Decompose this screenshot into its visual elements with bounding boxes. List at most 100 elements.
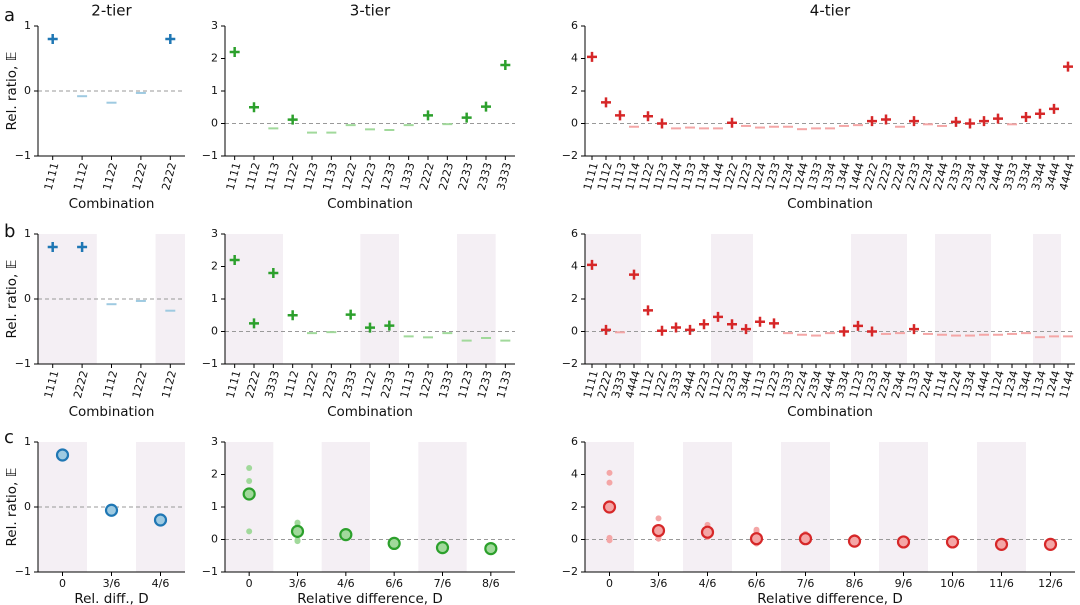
x-tick-label: 0 — [606, 577, 613, 590]
y-tick-label: 4 — [571, 52, 578, 65]
plus-marker — [601, 97, 611, 108]
mean-marker — [700, 525, 715, 539]
x-tick-label: 1112 — [282, 369, 302, 399]
x-tick-label: 0 — [246, 577, 253, 590]
y-tick-label: 0 — [571, 117, 578, 130]
mean-marker — [994, 537, 1009, 551]
x-tick-label: 1133 — [320, 161, 340, 191]
plus-marker — [461, 112, 472, 123]
plus-marker — [769, 318, 779, 329]
y-tick-label: 6 — [571, 19, 578, 32]
x-tick-label: 6/6 — [385, 577, 403, 590]
x-axis-label: Combination — [327, 404, 413, 420]
plus-marker — [587, 259, 597, 270]
y-tick-label: 1 — [24, 435, 31, 448]
mean-marker — [153, 513, 168, 527]
x-tick-label: 2223 — [436, 161, 456, 191]
x-tick-label: 1333 — [436, 369, 456, 399]
y-tick-label: −1 — [15, 149, 31, 162]
plus-marker — [993, 113, 1003, 124]
x-tick-label: 4/6 — [152, 577, 170, 590]
x-axis-label: Combination — [787, 404, 873, 420]
y-tick-label: 2 — [571, 84, 578, 97]
plus-marker — [1021, 112, 1031, 122]
x-axis-label: Combination — [327, 196, 413, 212]
group-shade — [781, 442, 830, 572]
x-axis-label: Relative difference, D — [297, 591, 442, 605]
plus-marker — [657, 325, 667, 336]
x-tick-label: 2233 — [456, 161, 476, 191]
x-tick-label: 7/6 — [434, 577, 452, 590]
x-tick-label: 1112 — [100, 369, 120, 399]
x-tick-label: 1122 — [282, 161, 302, 191]
mean-marker — [602, 500, 617, 514]
x-tick-label: 1222 — [340, 161, 360, 191]
plus-marker — [699, 319, 709, 330]
y-tick-label: 4 — [571, 260, 578, 273]
x-tick-label: 1222 — [301, 369, 321, 399]
plus-marker — [951, 116, 961, 127]
y-tick-label: 0 — [211, 117, 218, 130]
y-tick-label: −2 — [562, 565, 578, 578]
y-tick-label: 4 — [571, 468, 578, 481]
x-tick-label: 1122 — [159, 369, 179, 399]
plus-marker — [423, 110, 433, 121]
group-shade — [360, 234, 399, 364]
panel-title: 3-tier — [350, 2, 391, 20]
group-shade — [225, 234, 283, 364]
plus-marker — [249, 318, 259, 329]
plus-marker — [657, 118, 667, 129]
plus-marker — [867, 116, 877, 127]
panel-letter: b — [4, 221, 15, 242]
panel-title: 4-tier — [810, 2, 851, 20]
x-axis-label: Rel. diff., D — [74, 591, 148, 605]
plus-marker — [500, 60, 511, 70]
mean-marker — [435, 541, 450, 555]
x-tick-label: 1233 — [378, 161, 398, 191]
plus-marker — [47, 242, 58, 252]
y-tick-label: 0 — [211, 533, 218, 546]
x-tick-label: 11/6 — [989, 577, 1014, 590]
mean-marker — [242, 487, 256, 501]
x-tick-label: 2333 — [475, 161, 495, 191]
x-tick-label: 10/6 — [940, 577, 965, 590]
x-tick-label: 1111 — [42, 161, 62, 191]
y-tick-label: 2 — [211, 52, 218, 65]
plus-marker — [755, 316, 765, 327]
point — [606, 469, 613, 476]
mean-marker — [798, 532, 813, 546]
y-tick-label: 2 — [571, 292, 578, 305]
plus-marker — [345, 309, 356, 320]
x-tick-label: 1333 — [398, 161, 418, 191]
y-tick-label: 0 — [571, 533, 578, 546]
group-shade — [851, 234, 907, 364]
mean-marker — [484, 541, 498, 556]
point — [246, 528, 253, 535]
x-tick-label: 1222 — [130, 161, 150, 191]
mean-marker — [651, 523, 666, 538]
x-tick-label: 4/6 — [699, 577, 717, 590]
y-tick-label: −2 — [562, 149, 578, 162]
y-axis-label: Rel. ratio, 𝔼 — [4, 260, 20, 339]
x-axis-label: Combination — [787, 196, 873, 212]
y-tick-label: 0 — [211, 325, 218, 338]
y-tick-label: 1 — [211, 84, 218, 97]
plus-marker — [727, 319, 737, 330]
x-tick-label: 2223 — [320, 369, 340, 399]
plus-marker — [249, 102, 259, 113]
plus-marker — [909, 116, 919, 127]
plus-marker — [229, 255, 240, 265]
plus-marker — [229, 47, 240, 57]
plus-marker — [615, 110, 625, 121]
x-tick-label: 7/6 — [797, 577, 815, 590]
plus-marker — [671, 322, 681, 333]
mean-marker — [55, 448, 70, 462]
x-tick-label: 3333 — [494, 161, 514, 191]
x-tick-label: 12/6 — [1038, 577, 1063, 590]
x-tick-label: 2233 — [378, 369, 398, 399]
mean-marker — [945, 535, 960, 549]
group-shade — [977, 442, 1026, 572]
group-shade — [225, 442, 274, 572]
x-axis-label: Relative difference, D — [757, 591, 902, 605]
x-tick-label: 1111 — [224, 161, 244, 191]
